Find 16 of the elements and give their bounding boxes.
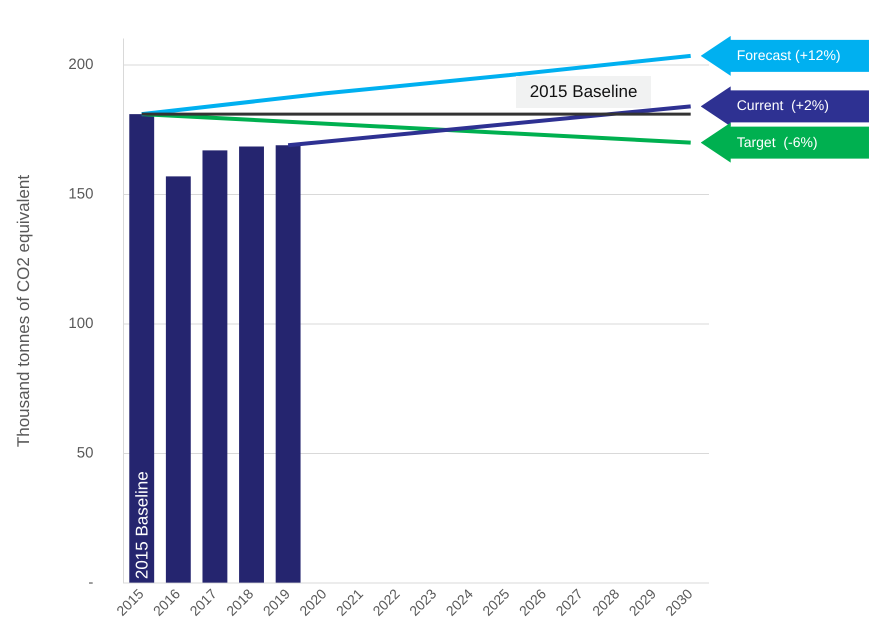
y-tick-label: 50 bbox=[76, 444, 94, 462]
text: Current (+2%) bbox=[736, 97, 829, 114]
y-tick-label: - bbox=[88, 574, 94, 592]
annotation: 2015 Baseline bbox=[132, 471, 152, 580]
bar bbox=[239, 146, 264, 583]
ref-line-label: 2015 Baseline bbox=[516, 76, 652, 108]
y-tick-label: 150 bbox=[68, 186, 94, 203]
text: Target (-6%) bbox=[736, 134, 818, 150]
bar bbox=[129, 114, 154, 583]
bar bbox=[166, 176, 191, 583]
text: Forecast (+12%) bbox=[736, 46, 841, 63]
bar bbox=[276, 145, 301, 583]
bar bbox=[202, 150, 228, 583]
y-tick-label: 200 bbox=[68, 56, 94, 74]
y-tick-label: 100 bbox=[68, 315, 94, 332]
y-axis-title: Thousand tonnes of CO2 equivalent bbox=[14, 174, 33, 448]
